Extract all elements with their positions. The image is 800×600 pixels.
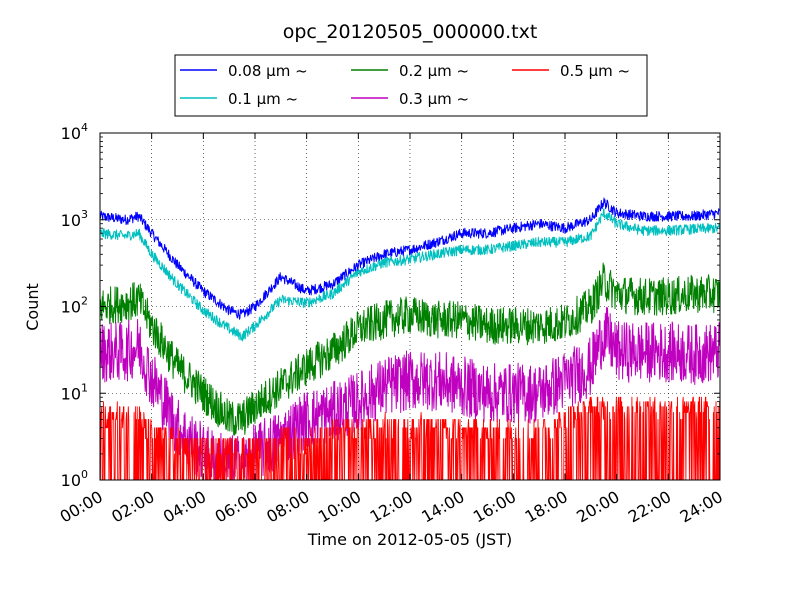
legend-box xyxy=(174,54,648,117)
x-tick-label: 20:00 xyxy=(573,487,622,527)
series-line xyxy=(99,208,721,342)
x-tick-label: 14:00 xyxy=(418,487,467,527)
y-tick-label: 101 xyxy=(61,381,88,403)
x-tick-label: 18:00 xyxy=(522,487,571,527)
x-tick-label: 24:00 xyxy=(677,487,726,527)
legend-label: 0.2 μm ~ xyxy=(399,62,469,80)
legend-label: 0.3 μm ~ xyxy=(399,90,469,108)
y-axis-label: Count xyxy=(23,283,42,331)
grid xyxy=(100,133,720,480)
series-line xyxy=(99,197,721,320)
x-axis-label: Time on 2012-05-05 (JST) xyxy=(307,530,512,549)
x-tick-label: 02:00 xyxy=(108,487,157,527)
x-tick-label: 00:00 xyxy=(57,487,106,527)
chart-title: opc_20120505_000000.txt xyxy=(283,21,538,43)
x-tick-label: 04:00 xyxy=(160,487,209,527)
y-tick-label: 102 xyxy=(61,295,88,317)
series-line xyxy=(99,262,721,436)
y-tick-label: 104 xyxy=(61,121,88,143)
x-tick-label: 06:00 xyxy=(212,487,261,527)
x-tick-label: 10:00 xyxy=(315,487,364,527)
legend: 0.08 μm ~ 0.1 μm ~ 0.2 μm ~ 0.3 μm ~ 0.5 μm … xyxy=(174,54,648,117)
series-line xyxy=(99,307,721,481)
legend-label: 0.5 μm ~ xyxy=(560,62,630,80)
legend-label: 0.1 μm ~ xyxy=(228,90,298,108)
x-tick-label: 12:00 xyxy=(367,487,416,527)
legend-label: 0.08 μm ~ xyxy=(228,62,308,80)
x-tick-label: 08:00 xyxy=(263,487,312,527)
y-tick-label: 100 xyxy=(61,468,88,490)
x-tick-label: 22:00 xyxy=(625,487,674,527)
x-tick-label: 16:00 xyxy=(470,487,519,527)
y-tick-label: 103 xyxy=(61,208,88,230)
